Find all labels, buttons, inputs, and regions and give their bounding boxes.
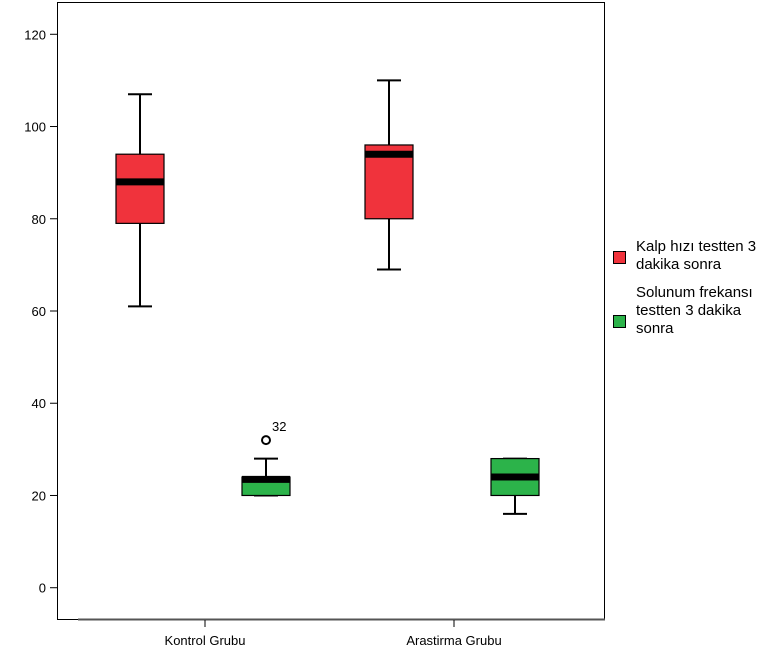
legend-label-kalp-line1: Kalp hızı testten 3	[636, 238, 757, 255]
legend-label-kalp: Kalp hızı testten 3 dakika sonra	[636, 238, 756, 274]
legend: Kalp hızı testten 3 dakika sonra Solunum…	[613, 238, 773, 348]
y-tick-label-120: 120	[24, 27, 46, 42]
x-tick-label-1: Arastirma Grubu	[406, 633, 501, 648]
y-tick-label-0: 0	[39, 581, 46, 596]
y-tick-label-80: 80	[32, 212, 46, 227]
legend-label-solunum: Solunum frekansı testten 3 dakika sonra	[636, 284, 753, 338]
legend-item-solunum: Solunum frekansı testten 3 dakika sonra	[613, 284, 773, 338]
legend-label-solunum-line1: Solunum frekansı	[636, 284, 753, 301]
legend-item-kalp: Kalp hızı testten 3 dakika sonra	[613, 238, 773, 274]
y-tick-label-100: 100	[24, 120, 46, 135]
legend-label-kalp-line2: dakika sonra	[636, 256, 722, 273]
legend-swatch-solunum	[613, 315, 626, 328]
legend-label-solunum-line2: testten 3 dakika	[636, 302, 742, 319]
outlier-s1-c0-0	[261, 435, 271, 446]
legend-label-solunum-line3: sonra	[636, 320, 674, 337]
box-s0-c0	[115, 153, 165, 224]
x-tick-label-0: Kontrol Grubu	[165, 633, 246, 648]
outlier-label-s1-c0-0: 32	[272, 419, 286, 434]
y-tick-label-20: 20	[32, 488, 46, 503]
y-tick-label-40: 40	[32, 396, 46, 411]
legend-swatch-kalp	[613, 251, 626, 264]
y-tick-label-60: 60	[32, 304, 46, 319]
